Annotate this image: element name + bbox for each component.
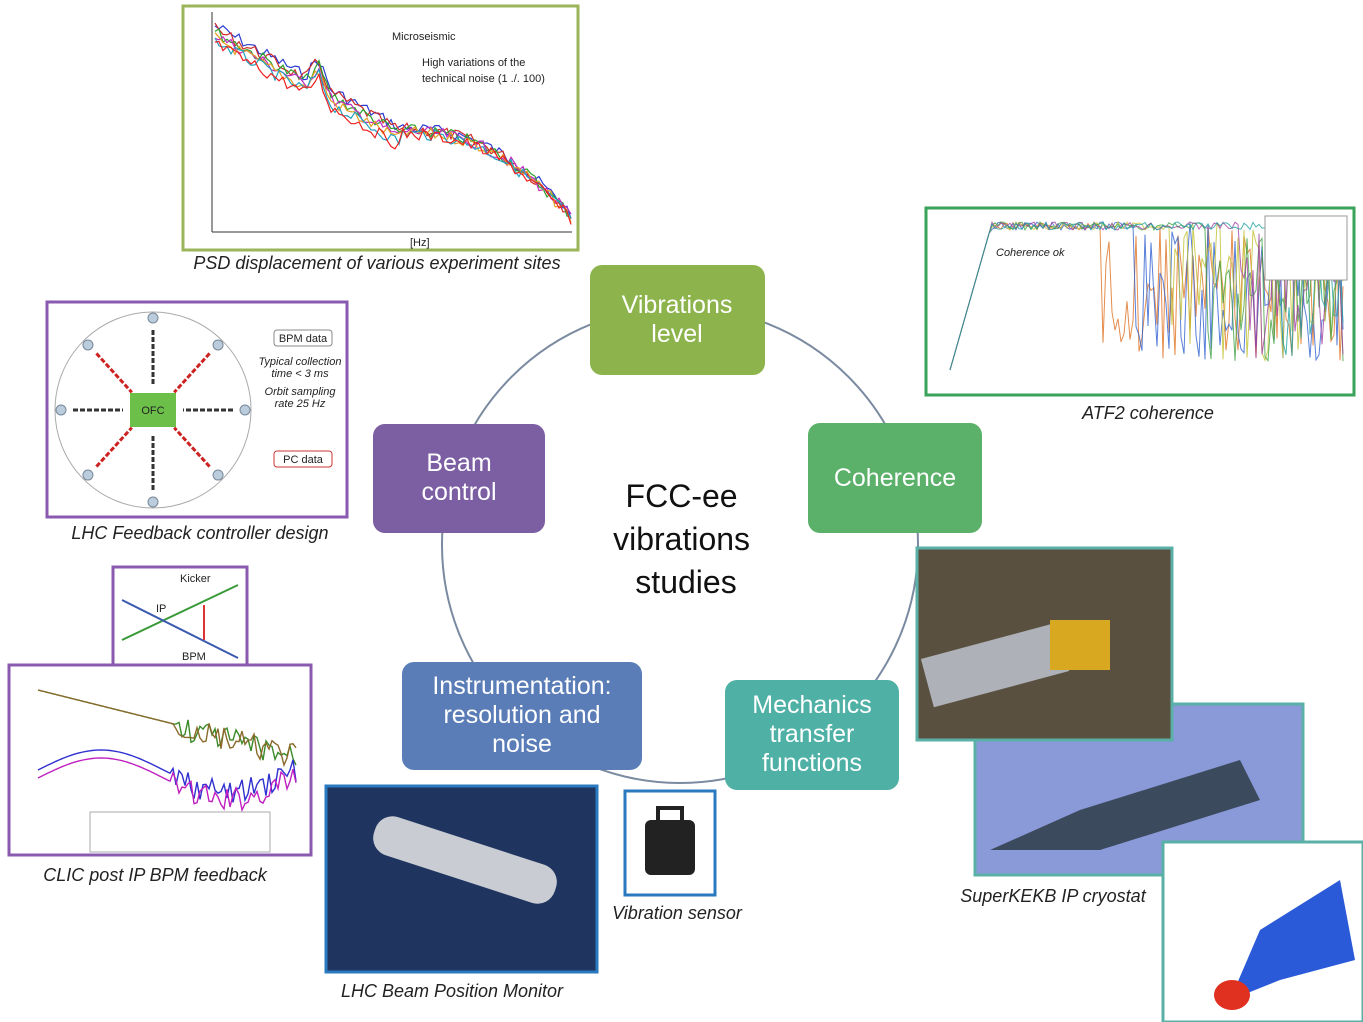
node-line: control (421, 478, 496, 506)
decor-line (83, 470, 93, 480)
node-line: Mechanics (752, 691, 872, 719)
decor-line (240, 405, 250, 415)
caption: LHC Beam Position Monitor (341, 981, 564, 1001)
decor-line (213, 470, 223, 480)
node-line: Vibrations (622, 291, 733, 319)
axis-label: [Hz] (410, 237, 430, 249)
center-line: FCC-ee (626, 478, 738, 514)
plot-annotation: High variations of the (422, 57, 525, 69)
caption: PSD displacement of various experiment s… (193, 253, 560, 273)
diagram-label: time < 3 ms (271, 368, 329, 380)
diagram-label: OFC (141, 405, 164, 417)
decor-line (213, 340, 223, 350)
node-line: transfer (770, 720, 855, 748)
diagram-label: BPM data (279, 333, 328, 345)
caption: Vibration sensor (612, 903, 743, 923)
node-line: functions (762, 749, 862, 777)
diagram-label: PC data (283, 454, 324, 466)
node-line: Beam (426, 449, 491, 477)
node-line: Instrumentation: (432, 672, 611, 700)
caption: SuperKEKB IP cryostat (960, 886, 1146, 906)
node-line: Coherence (834, 464, 956, 492)
caption: ATF2 coherence (1081, 403, 1214, 423)
node-line: resolution and (443, 701, 600, 729)
diagram-label: Orbit sampling (265, 386, 337, 398)
decor-line (148, 313, 158, 323)
diagram-label: Kicker (180, 573, 211, 585)
decor-line (83, 340, 93, 350)
node-line: noise (492, 730, 552, 758)
diagram-label: rate 25 Hz (275, 398, 326, 410)
photo-detail (1050, 620, 1110, 670)
caption: LHC Feedback controller design (71, 523, 328, 543)
center-line: vibrations (613, 521, 750, 557)
diagram: FCC-ee vibrations studies Vibrationsleve… (0, 0, 1363, 1022)
plot-annotation: Microseismic (392, 31, 456, 43)
decor-line (90, 812, 270, 852)
caption: CLIC post IP BPM feedback (43, 865, 267, 885)
center-line: studies (635, 564, 736, 600)
decor-line (56, 405, 66, 415)
sensor-body (645, 820, 695, 875)
plot-annotation: Coherence ok (996, 247, 1065, 259)
diagram-label: IP (156, 603, 166, 615)
decor-line (148, 497, 158, 507)
diagram-label: BPM (182, 651, 206, 663)
node-line: level (651, 320, 702, 348)
fea-hotspot (1214, 980, 1250, 1010)
diagram-label: Typical collection (259, 356, 342, 368)
node-label: Coherence (834, 464, 956, 492)
center-title: FCC-ee vibrations studies (613, 478, 759, 600)
plot-annotation: technical noise (1 ./. 100) (422, 73, 545, 85)
decor-line (1265, 216, 1347, 280)
